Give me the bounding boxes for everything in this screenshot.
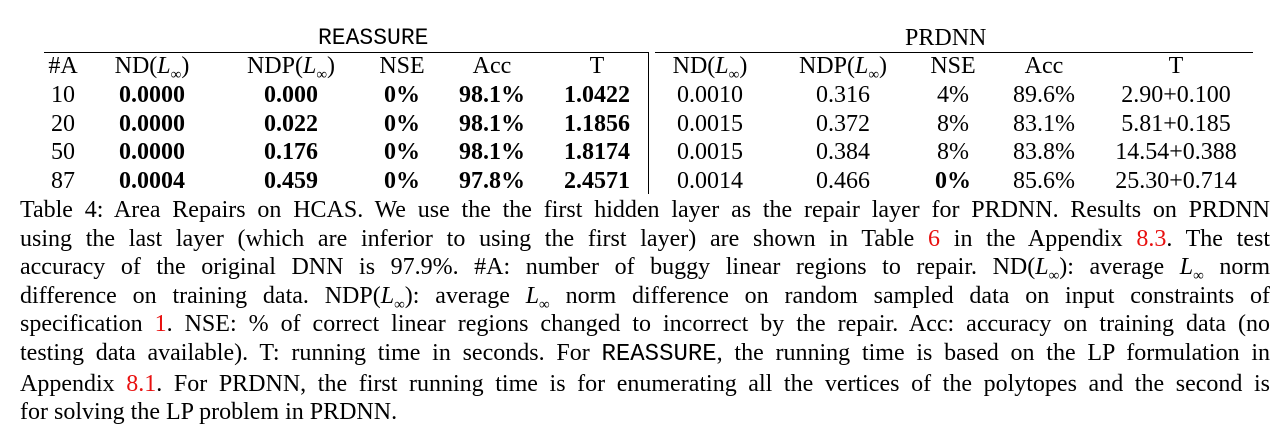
table-cell: 98.1% xyxy=(459,139,525,165)
cross-reference-link[interactable]: 8.3 xyxy=(1136,225,1167,252)
table-cell: 83.8% xyxy=(1013,139,1075,165)
caption-text: in the Appendix xyxy=(940,225,1137,252)
column-header: Acc xyxy=(472,53,512,79)
column-separator xyxy=(648,52,650,194)
group-header-reassure: REASSURE xyxy=(318,25,429,51)
table-cell: 25.30+0.714 xyxy=(1115,168,1237,194)
table-cell: 4% xyxy=(937,82,969,108)
caption-text: using the last layer (which are inferior… xyxy=(20,225,929,252)
table-cell: 0% xyxy=(384,111,420,137)
table-cell: 0% xyxy=(384,139,420,165)
table-cell: 14.54+0.388 xyxy=(1115,139,1237,165)
table-cell: 0% xyxy=(384,82,420,108)
caption-line: Table 4: Area Repairs on HCAS. We use th… xyxy=(20,196,1270,225)
caption-text: Appendix xyxy=(20,370,127,397)
caption-text: ): average xyxy=(1059,254,1180,281)
table-cell: 0.316 xyxy=(816,82,870,108)
tool-name: REASSURE xyxy=(601,340,717,368)
column-header: NSE xyxy=(930,53,976,79)
caption-line: Appendix 8.1. For PRDNN, the first runni… xyxy=(20,370,1270,399)
table-cell: 0.0015 xyxy=(677,139,743,165)
table-cell: 0.0004 xyxy=(119,168,185,194)
table-cell: 0% xyxy=(384,168,420,194)
caption-line: testing data available). T: running time… xyxy=(20,339,1270,370)
column-header: Acc xyxy=(1024,53,1064,79)
table-cell: 0.000 xyxy=(264,82,318,108)
table-cell: 0.176 xyxy=(264,139,318,165)
caption-text: for solving the LP problem in PRDNN. xyxy=(20,399,398,426)
column-header: NSE xyxy=(379,53,425,79)
column-header: T xyxy=(589,53,605,79)
table-cell: 0.0015 xyxy=(677,111,743,137)
table-cell: 0.0010 xyxy=(677,82,743,108)
column-header: T xyxy=(1168,53,1184,79)
table-caption: Table 4: Area Repairs on HCAS. We use th… xyxy=(20,196,1270,427)
table-cell: 2.4571 xyxy=(564,168,630,194)
table-cell: 0.022 xyxy=(264,111,318,137)
table-cell: 8% xyxy=(937,111,969,137)
caption-text: norm xyxy=(1203,254,1270,281)
table-cell: 85.6% xyxy=(1013,168,1075,194)
table-cell: 98.1% xyxy=(459,82,525,108)
prdnn-cmidrule xyxy=(655,52,1253,54)
table-cell: 89.6% xyxy=(1013,82,1075,108)
table-cell: 1.0422 xyxy=(564,82,630,108)
caption-text: Table 4: Area Repairs on HCAS. We use th… xyxy=(20,197,1270,223)
column-header: NDP(L∞) xyxy=(798,53,888,83)
table-cell: 97.8% xyxy=(459,168,525,194)
table-cell: 50 xyxy=(51,139,75,165)
caption-text: norm difference on random sampled data o… xyxy=(549,282,1270,309)
table-cell: 0.0014 xyxy=(677,168,743,194)
table-cell: 8% xyxy=(937,139,969,165)
table-cell: 0.0000 xyxy=(119,139,185,165)
caption-line: using the last layer (which are inferior… xyxy=(20,225,1270,254)
table-cell: 83.1% xyxy=(1013,111,1075,137)
table-cell: 0% xyxy=(935,168,971,194)
table-cell: 1.1856 xyxy=(564,111,630,137)
table-cell: 0.384 xyxy=(816,139,870,165)
caption-text: . The test xyxy=(1166,225,1270,252)
caption-text: ): average xyxy=(404,282,526,309)
caption-line: for solving the LP problem in PRDNN. xyxy=(20,398,1270,427)
caption-text: accuracy of the original DNN is 97.9%. #… xyxy=(20,254,1036,281)
caption-text: . NSE: % of correct linear regions chang… xyxy=(166,311,1270,338)
table-cell: 5.81+0.185 xyxy=(1121,111,1231,137)
table-cell: 10 xyxy=(51,82,75,108)
group-header-prdnn: PRDNN xyxy=(905,25,987,51)
cross-reference-link[interactable]: 8.1 xyxy=(126,370,157,397)
table-cell: 0.372 xyxy=(816,111,870,137)
caption-text: difference on training data. NDP( xyxy=(20,282,381,309)
caption-text: specification xyxy=(20,311,155,338)
table-cell: 2.90+0.100 xyxy=(1121,82,1231,108)
caption-text: testing data available). T: running time… xyxy=(20,339,602,366)
reassure-cmidrule xyxy=(44,52,648,54)
table-cell: 20 xyxy=(51,111,75,137)
column-header: #A xyxy=(48,53,78,79)
column-header: NDP(L∞) xyxy=(246,53,336,83)
cross-reference-link[interactable]: 6 xyxy=(928,225,941,252)
table-cell: 0.0000 xyxy=(119,82,185,108)
caption-line: accuracy of the original DNN is 97.9%. #… xyxy=(20,254,1270,284)
table-cell: 0.0000 xyxy=(119,111,185,137)
caption-text: . For PRDNN, the first running time is f… xyxy=(156,370,1270,397)
caption-line: difference on training data. NDP(L∞): av… xyxy=(20,282,1270,313)
caption-text: , the running time is based on the LP fo… xyxy=(716,339,1270,366)
table-cell: 87 xyxy=(51,168,75,194)
caption-line: specification 1. NSE: % of correct linea… xyxy=(20,310,1270,339)
column-header: ND(L∞) xyxy=(672,53,748,83)
table-cell: 98.1% xyxy=(459,111,525,137)
table-cell: 0.459 xyxy=(264,168,318,194)
column-header: ND(L∞) xyxy=(114,53,190,83)
table-cell: 0.466 xyxy=(816,168,870,194)
cross-reference-link[interactable]: 1 xyxy=(154,311,167,338)
table-cell: 1.8174 xyxy=(564,139,630,165)
